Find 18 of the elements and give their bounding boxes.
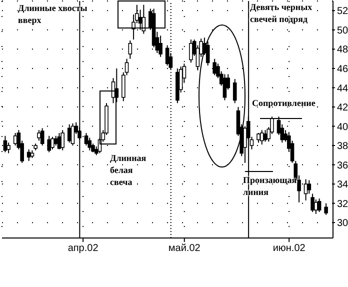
y-tick-label: 48	[337, 44, 348, 56]
x-tick-label: май.02	[168, 243, 201, 254]
y-tick-label: 50	[337, 25, 348, 36]
y-tick-label: 38	[337, 141, 348, 152]
y-tick-label: 52	[337, 6, 348, 18]
y-tick-label: 34	[337, 180, 348, 191]
y-tick-label: 30	[337, 218, 348, 230]
y-tick-label: 42	[337, 102, 348, 114]
y-tick-label: 40	[337, 122, 348, 133]
annotation: Девять черных свечей подряд	[250, 1, 314, 25]
y-tick-label: 44	[337, 83, 348, 94]
y-tick-label: 32	[337, 198, 348, 210]
annotation: Длинная белая свеча	[110, 152, 148, 188]
x-tick-label: апр.02	[68, 243, 99, 254]
x-tick-label: июн.02	[272, 243, 306, 254]
y-tick-label: 46	[337, 64, 348, 75]
y-tick-label: 36	[337, 160, 348, 172]
annotation: Сопротивление	[252, 97, 316, 109]
